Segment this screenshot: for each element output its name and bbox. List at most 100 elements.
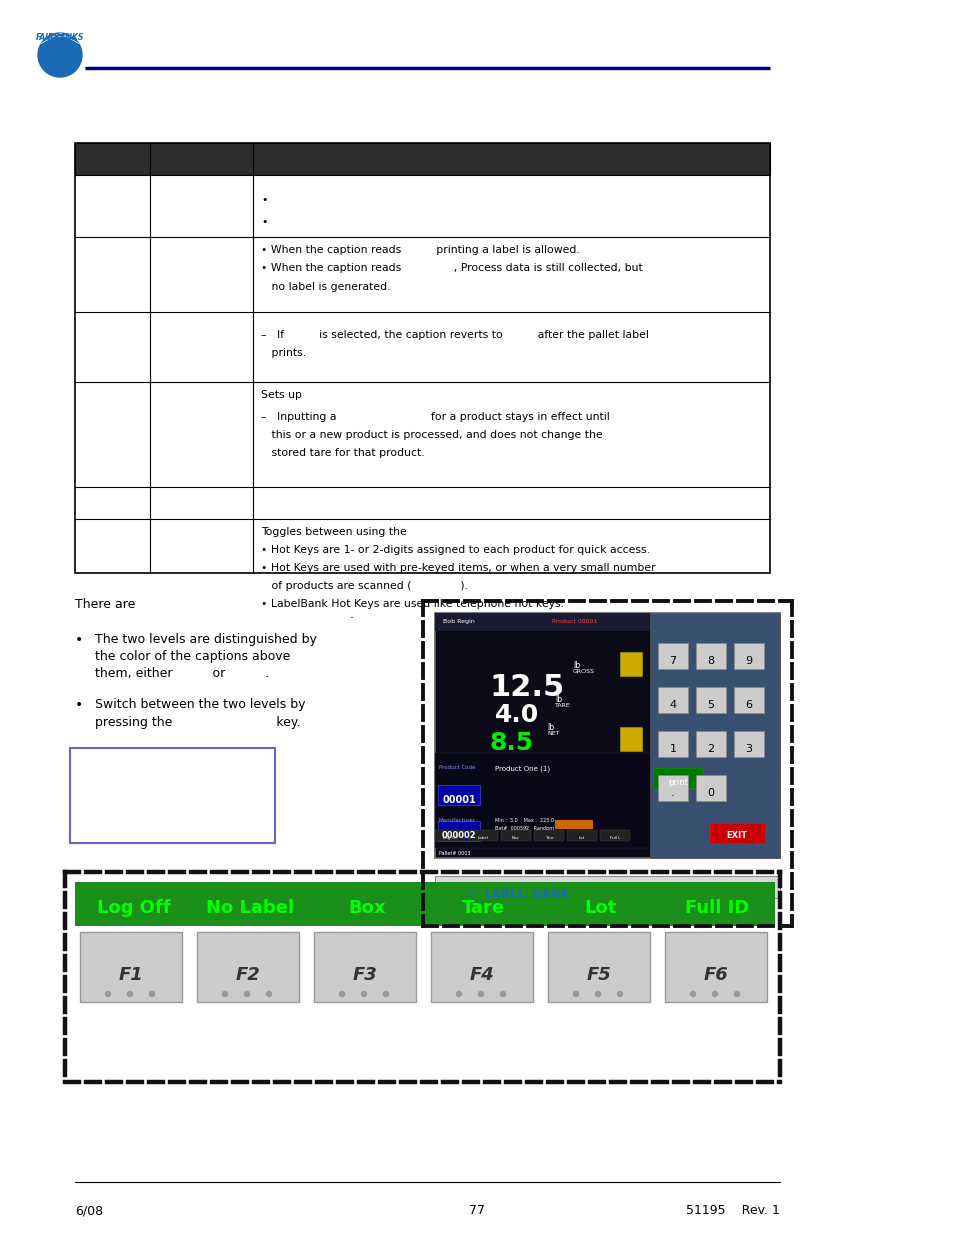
Bar bbox=[658, 643, 687, 669]
Text: 8.5: 8.5 bbox=[490, 731, 534, 755]
Text: 1: 1 bbox=[669, 743, 676, 755]
Bar bbox=[75, 143, 769, 573]
Text: this or a new product is processed, and does not change the: this or a new product is processed, and … bbox=[261, 430, 602, 440]
Circle shape bbox=[383, 992, 388, 997]
Bar bbox=[664, 932, 766, 1002]
Text: Full L: Full L bbox=[609, 836, 619, 840]
Circle shape bbox=[595, 992, 599, 997]
Text: pressing the                          key.: pressing the key. bbox=[95, 716, 300, 729]
Text: Lot: Lot bbox=[583, 899, 616, 918]
Bar bbox=[733, 643, 763, 669]
Circle shape bbox=[150, 992, 154, 997]
Text: GROSS: GROSS bbox=[573, 669, 595, 674]
Text: • Hot Keys are 1- or 2-digits assigned to each product for quick access.: • Hot Keys are 1- or 2-digits assigned t… bbox=[261, 545, 649, 555]
Bar bbox=[437, 785, 479, 805]
Text: • LabelBank Hot Keys are used like telephone hot keys.: • LabelBank Hot Keys are used like telep… bbox=[261, 599, 563, 609]
Text: •: • bbox=[75, 634, 83, 647]
Text: NET: NET bbox=[546, 731, 558, 736]
Bar bbox=[619, 652, 641, 676]
Bar bbox=[75, 882, 774, 926]
Text: Ⓛ: Ⓛ bbox=[464, 888, 472, 902]
Text: 9: 9 bbox=[744, 656, 752, 666]
Text: TARE: TARE bbox=[555, 703, 570, 708]
Text: Sets up: Sets up bbox=[261, 390, 302, 400]
Circle shape bbox=[617, 992, 622, 997]
Text: 8: 8 bbox=[707, 656, 714, 666]
Text: Box: Box bbox=[512, 836, 519, 840]
Text: Switch between the two levels by: Switch between the two levels by bbox=[95, 698, 305, 711]
Text: stored tare for that product.: stored tare for that product. bbox=[261, 448, 424, 458]
Text: no label is generated.: no label is generated. bbox=[261, 282, 390, 291]
Text: lb: lb bbox=[573, 661, 579, 671]
Bar bbox=[649, 613, 780, 858]
Text: Log Off: Log Off bbox=[96, 899, 170, 918]
Text: •: • bbox=[75, 698, 83, 713]
Text: •: • bbox=[261, 195, 267, 205]
Text: Bat#  000592   Random: Bat# 000592 Random bbox=[495, 826, 554, 831]
Circle shape bbox=[222, 992, 227, 997]
Text: prints.: prints. bbox=[261, 348, 306, 358]
Bar bbox=[437, 821, 479, 841]
Text: The two levels are distinguished by: The two levels are distinguished by bbox=[95, 634, 316, 646]
Bar bbox=[652, 768, 702, 788]
Circle shape bbox=[128, 992, 132, 997]
Text: 77: 77 bbox=[469, 1204, 484, 1216]
Bar bbox=[534, 830, 563, 841]
Text: 00001: 00001 bbox=[441, 795, 476, 805]
Text: Product One (1): Product One (1) bbox=[495, 764, 550, 772]
Bar bbox=[696, 731, 725, 757]
Text: 6/08: 6/08 bbox=[75, 1204, 103, 1216]
Circle shape bbox=[456, 992, 461, 997]
Text: 2: 2 bbox=[707, 743, 714, 755]
Text: 4.0: 4.0 bbox=[495, 703, 538, 727]
Bar bbox=[599, 830, 629, 841]
Bar bbox=[435, 876, 780, 898]
Text: There are: There are bbox=[75, 598, 135, 611]
Bar bbox=[658, 687, 687, 713]
Bar bbox=[709, 823, 764, 844]
Bar bbox=[733, 687, 763, 713]
Bar bbox=[500, 830, 531, 841]
Text: No Label: No Label bbox=[206, 899, 294, 918]
Text: Toggles between using the: Toggles between using the bbox=[261, 527, 406, 537]
Circle shape bbox=[734, 992, 739, 997]
Text: Full ID: Full ID bbox=[684, 899, 748, 918]
Text: 51195    Rev. 1: 51195 Rev. 1 bbox=[685, 1204, 780, 1216]
Text: 12.5: 12.5 bbox=[490, 673, 565, 701]
Text: FAIRBANKS: FAIRBANKS bbox=[36, 33, 84, 42]
Bar bbox=[435, 830, 464, 841]
Text: • When the caption reads               , Process data is still collected, but: • When the caption reads , Process data … bbox=[261, 263, 642, 273]
Circle shape bbox=[573, 992, 578, 997]
Circle shape bbox=[500, 992, 505, 997]
Circle shape bbox=[38, 33, 82, 77]
Bar bbox=[70, 748, 274, 844]
Bar bbox=[431, 932, 533, 1002]
Text: F2: F2 bbox=[235, 966, 260, 984]
Bar bbox=[733, 731, 763, 757]
Bar bbox=[547, 932, 649, 1002]
Text: Min :  3.0    Max :  223.0: Min : 3.0 Max : 223.0 bbox=[495, 818, 554, 823]
Text: Lot: Lot bbox=[578, 836, 584, 840]
Text: 000002: 000002 bbox=[441, 831, 476, 840]
Text: –   Inputting a                           for a product stays in effect until: – Inputting a for a product stays in eff… bbox=[261, 412, 609, 422]
Text: F3: F3 bbox=[353, 966, 377, 984]
Bar bbox=[696, 643, 725, 669]
Text: •: • bbox=[261, 217, 267, 227]
Circle shape bbox=[361, 992, 366, 997]
Text: –   If          is selected, the caption reverts to          after the pallet la: – If is selected, the caption reverts to… bbox=[261, 330, 648, 340]
Text: 5: 5 bbox=[707, 700, 714, 710]
Circle shape bbox=[690, 992, 695, 997]
Text: 0: 0 bbox=[707, 788, 714, 798]
Bar bbox=[75, 143, 769, 175]
Bar bbox=[619, 727, 641, 751]
Text: 3: 3 bbox=[744, 743, 752, 755]
Text: Bob Regin: Bob Regin bbox=[442, 619, 475, 624]
Text: .: . bbox=[350, 608, 354, 621]
Bar bbox=[80, 932, 182, 1002]
Bar bbox=[196, 932, 298, 1002]
Text: .: . bbox=[671, 788, 674, 798]
Bar bbox=[75, 882, 774, 926]
Text: 4: 4 bbox=[669, 700, 676, 710]
Circle shape bbox=[106, 992, 111, 997]
Text: them, either          or          .: them, either or . bbox=[95, 667, 269, 680]
